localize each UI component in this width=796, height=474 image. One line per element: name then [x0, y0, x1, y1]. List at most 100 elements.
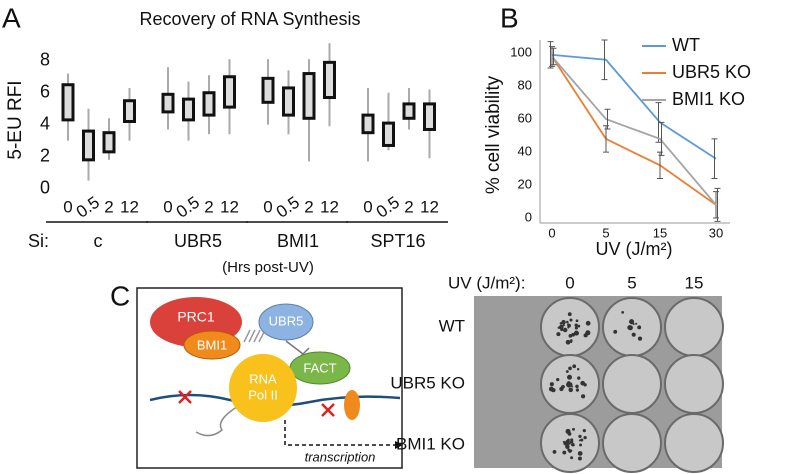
colony	[627, 325, 632, 330]
colony	[637, 336, 643, 341]
colony	[565, 370, 569, 373]
colony	[567, 374, 572, 380]
label: RNA	[249, 371, 277, 386]
arrow	[284, 420, 395, 446]
x-tick-label: 0	[63, 197, 72, 216]
colony	[570, 440, 574, 444]
colony	[577, 451, 583, 456]
colony	[585, 320, 591, 326]
label: Pol II	[248, 387, 278, 402]
box	[182, 97, 195, 122]
colony	[549, 382, 554, 387]
nucleosome	[344, 390, 360, 420]
well	[664, 297, 724, 357]
y-tick-label: 8	[40, 50, 50, 70]
colony	[577, 456, 582, 461]
y-tick-label: 4	[40, 113, 50, 133]
x-tick-label: 5	[602, 225, 609, 240]
pol2-shape	[229, 354, 297, 422]
colony	[568, 366, 572, 371]
y-tick-label: 20	[518, 177, 532, 192]
panel-letter: C	[110, 280, 130, 311]
plate-header: UV (J/m²):	[448, 273, 525, 292]
legend-label: BMI1 KO	[672, 89, 745, 109]
colony	[552, 450, 557, 454]
y-tick-label: 6	[40, 81, 50, 101]
colony	[613, 329, 618, 334]
row-label: WT	[439, 316, 465, 335]
x-tick-label: 12	[320, 197, 339, 216]
box	[202, 91, 216, 117]
x-tick-label: 2	[404, 197, 413, 216]
label: FACT	[303, 360, 336, 375]
colony	[566, 381, 572, 388]
x-tick-label: 0	[163, 197, 172, 216]
colony	[567, 323, 570, 327]
colony	[568, 387, 573, 393]
colony	[565, 444, 570, 450]
colony	[571, 385, 574, 388]
label: PRC1	[177, 309, 215, 325]
box	[361, 113, 375, 135]
colony	[574, 323, 578, 327]
x-tick-label: 0	[263, 197, 272, 216]
row-label: UBR5 KO	[390, 373, 465, 392]
colony	[629, 319, 635, 325]
colony	[584, 334, 588, 338]
colony	[562, 323, 565, 327]
plates: UV (J/m²): 0 5 15 WT UBR5 KO BMI1 KO	[390, 273, 724, 473]
group-prefix: Si:	[28, 231, 49, 251]
box	[382, 121, 395, 147]
colony	[570, 456, 574, 460]
colony	[570, 449, 573, 452]
box	[423, 102, 436, 131]
x-axis-label: (Hrs post-UV)	[222, 259, 314, 276]
group-label: SPT16	[370, 231, 425, 251]
colony	[565, 439, 570, 444]
colony	[567, 312, 572, 317]
colony	[556, 332, 561, 337]
colony	[561, 319, 566, 325]
box	[123, 99, 136, 123]
colony	[585, 330, 591, 336]
bmi1-shape	[183, 330, 241, 360]
column-label: 5	[627, 273, 636, 292]
colony	[635, 322, 638, 325]
colony	[637, 325, 642, 330]
colony	[577, 324, 581, 328]
error-bar	[547, 41, 554, 69]
colony	[575, 388, 580, 392]
y-tick-label: 0	[525, 209, 532, 224]
error-bar	[714, 187, 721, 222]
group-label: BMI1	[277, 231, 319, 251]
column-label: 15	[685, 273, 704, 292]
series-line	[551, 53, 717, 160]
x-tick-label: 12	[420, 197, 439, 216]
colony	[571, 332, 576, 337]
series-line	[551, 55, 717, 206]
x-tick-label: 15	[653, 225, 667, 240]
box	[102, 131, 116, 154]
y-tick-label: 100	[510, 45, 532, 60]
error-bar	[658, 121, 665, 156]
colony	[566, 320, 569, 324]
colony	[581, 381, 585, 385]
x-tick-label: 30	[709, 225, 723, 240]
colony	[577, 376, 581, 380]
colony	[574, 326, 578, 330]
legend-label: UBR5 KO	[672, 62, 751, 82]
colony	[572, 364, 577, 369]
x-tick-label: 2	[204, 197, 213, 216]
box	[261, 76, 275, 104]
group-label: c	[94, 231, 103, 251]
colony	[572, 443, 575, 447]
box	[61, 83, 75, 122]
y-tick-label: 60	[518, 111, 532, 126]
panel-letter: B	[500, 2, 519, 33]
box	[302, 72, 316, 120]
colony	[583, 435, 587, 440]
column-label: 0	[565, 273, 574, 292]
x-tick-label: 12	[220, 197, 239, 216]
well	[664, 413, 724, 473]
